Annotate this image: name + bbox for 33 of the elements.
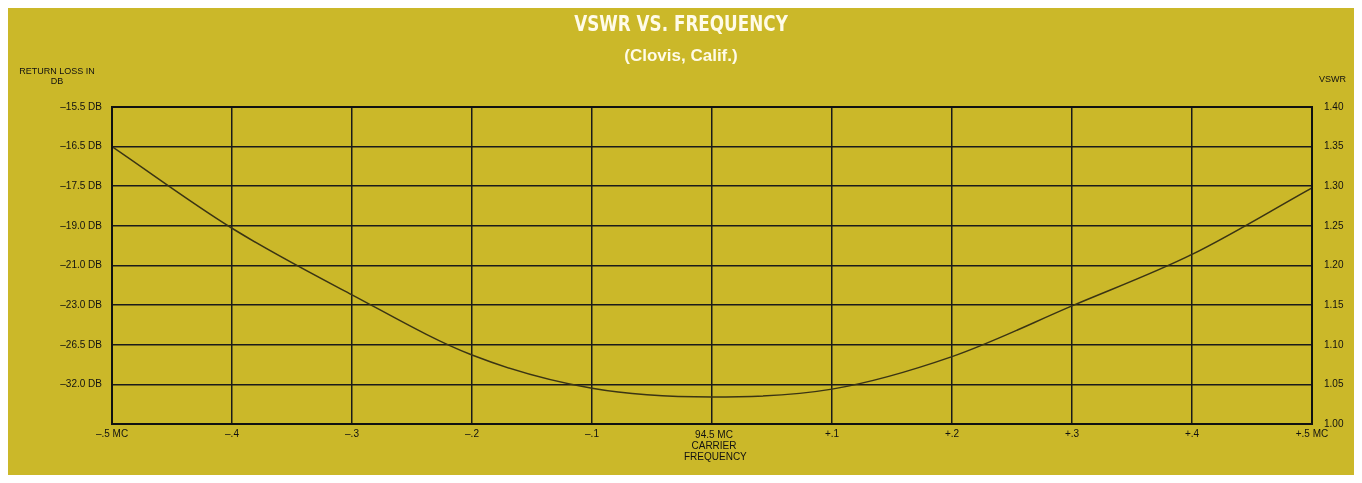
text: RETURN LOSS IN DB [18,66,96,86]
y-tick-label: 1.00 [1324,417,1344,429]
x-tick-label: +.3 [1064,427,1080,439]
x-tick-label: –.4 [225,427,240,439]
x-tick-label: –.5 MC [95,427,129,439]
y-axis-title: VSWR [1319,74,1346,84]
text: –21.0 DB [60,259,103,271]
text: –16.5 DB [60,140,103,152]
x-tick-label: +.5 MC [1295,427,1329,439]
x-tick-label: –.2 [465,427,480,439]
text: –26.5 DB [60,338,103,350]
x-axis-title: 94.5 MC CARRIER FREQUENCY [684,429,747,462]
y-tick-label: 1.25 [1324,219,1344,231]
y-tick-label: 1.40 [1324,100,1344,112]
text: –19.0 DB [60,219,103,231]
text: –32.0 DB [60,378,103,390]
line-series [112,145,1312,398]
chart-subtitle: (Clovis, Calif.) [623,46,739,66]
y-tick-label: 1.15 [1324,298,1344,310]
x-tick-label: –.3 [345,427,360,439]
x-tick-label: –.1 [585,427,600,439]
y-tick-label: 1.35 [1324,140,1344,152]
x-tick-label: +.1 [824,427,840,439]
text: –15.5 DB [60,100,103,112]
text: –17.5 DB [60,180,103,191]
y-tick-label: 1.10 [1324,338,1344,350]
chart-title: VSWR VS. FREQUENCY [573,12,789,36]
y-tick-label: 1.05 [1324,378,1344,390]
x-tick-label: +.2 [944,427,960,439]
y-tick-label: 1.20 [1324,259,1344,271]
y-tick-label: 1.30 [1324,180,1344,191]
text: –23.0 DB [60,298,103,310]
x-tick-label: +.4 [1184,427,1200,439]
